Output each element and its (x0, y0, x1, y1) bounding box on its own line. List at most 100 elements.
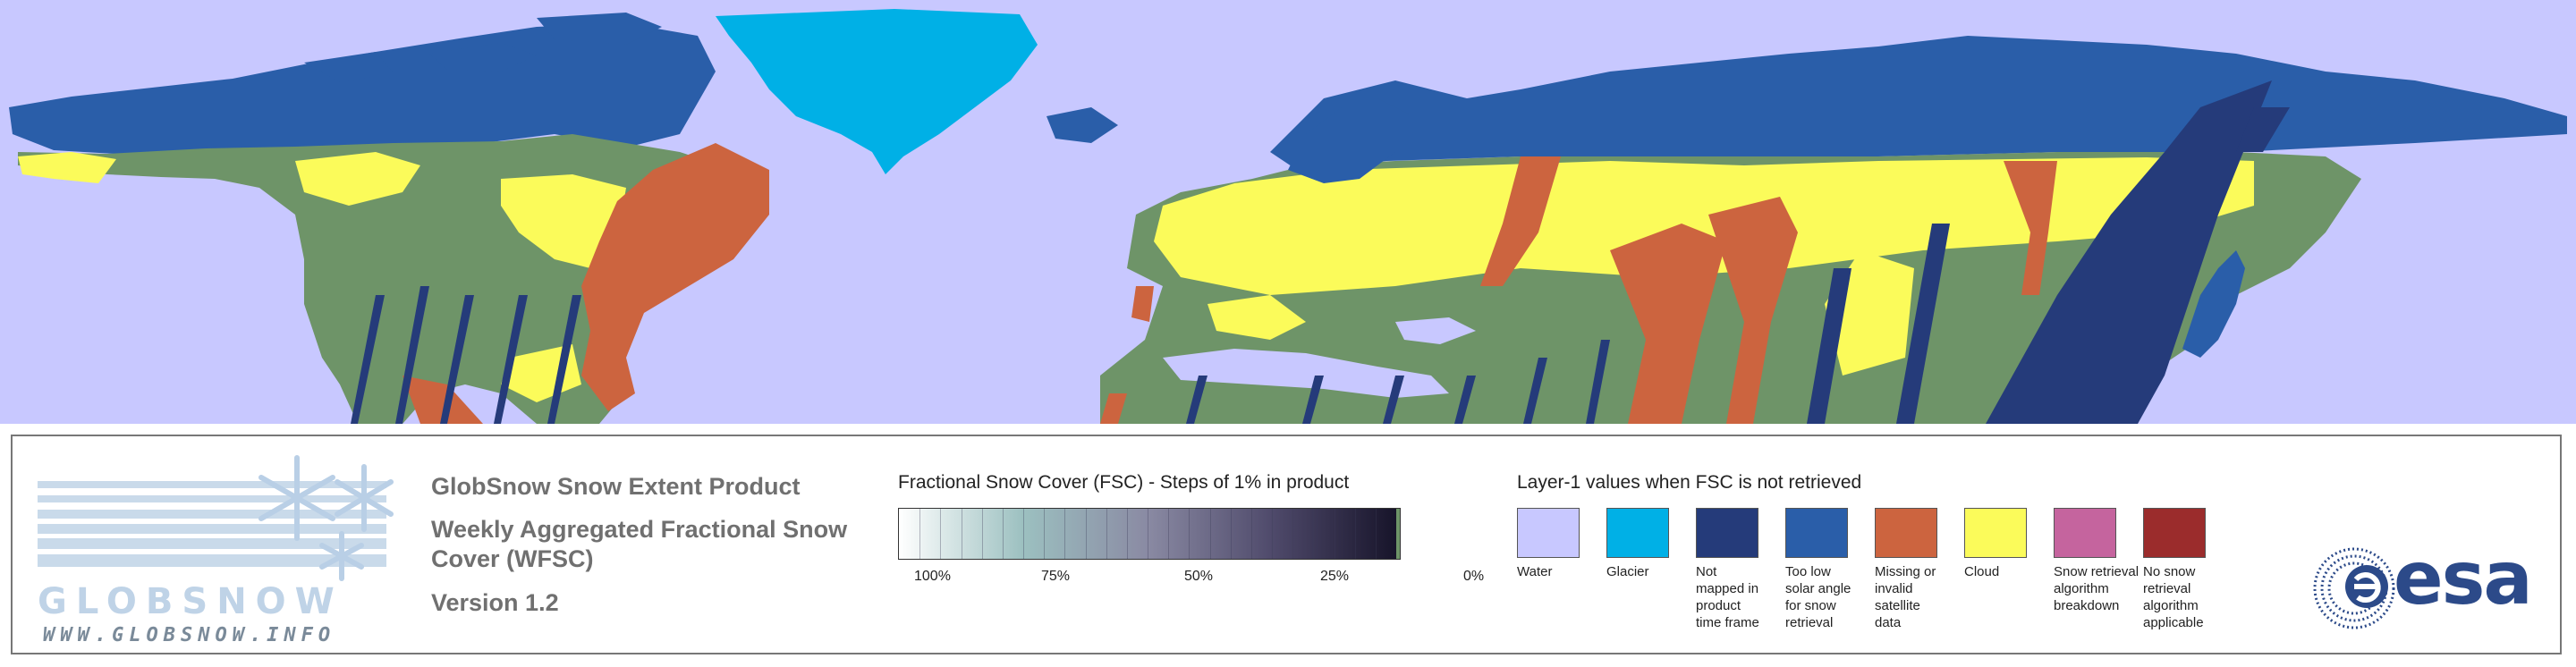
layer1-legend-item: No snow retrieval algorithm applicable (2143, 508, 2229, 631)
missing-data-swaths (1100, 156, 2057, 424)
layer1-legend-label-line: for snow (1785, 598, 1836, 613)
layer1-legend-label-line: Missing or (1875, 564, 1936, 579)
layer1-legend-label: Not mapped in product time frame (1696, 563, 1782, 631)
product-version: Version 1.2 (431, 589, 559, 616)
na-missing-mexico (402, 376, 483, 424)
na-cloud-west (18, 152, 116, 183)
fsc-step-line (1002, 509, 1004, 559)
fsc-step-line (919, 509, 921, 559)
layer1-legend-label-line: retrieval (2143, 581, 2191, 596)
esa-emblem-icon (2313, 547, 2395, 629)
layer1-legend-swatch (2054, 508, 2116, 558)
fsc-step-line (1250, 509, 1252, 559)
layer1-legend-label: Missing or invalid satellite data (1875, 563, 1961, 631)
fsc-tick-50: 50% (1184, 569, 1214, 584)
snow-cover-map (0, 0, 2576, 424)
fsc-color-bar (898, 508, 1401, 560)
not-mapped-swaths (351, 80, 2290, 424)
layer1-legend-label-line: Too low (1785, 564, 1831, 579)
fsc-step-line (1313, 509, 1315, 559)
globsnow-url: WWW.GLOBSNOW.INFO (43, 624, 336, 646)
fsc-tick-75: 75% (1041, 569, 1071, 584)
fsc-tick-25: 25% (1320, 569, 1350, 584)
globsnow-logo: GLOBSNOW WWW.GLOBSNOW.INFO (38, 449, 395, 646)
layer1-legend-label-line: breakdown (2054, 598, 2120, 613)
layer1-legend-label-line: Cloud (1964, 564, 2000, 579)
japan (2182, 250, 2245, 358)
fsc-step-line (1375, 509, 1377, 559)
mediterranean-sea (1163, 349, 1449, 398)
layer1-legend-item: Water (1517, 508, 1603, 580)
layer1-legend-item: Missing or invalid satellite data (1875, 508, 1961, 631)
layer1-legend-label-line: invalid satellite (1875, 581, 1920, 613)
fsc-gradient (899, 509, 1396, 559)
globsnow-stripes (38, 481, 386, 567)
esa-logo: esa (2308, 536, 2540, 633)
layer1-legend-swatch (1964, 508, 2027, 558)
layer1-legend-label-line: Not (1696, 564, 1717, 579)
layer1-legend-label-line: solar angle (1785, 581, 1852, 596)
fsc-tick-100: 100% (914, 569, 951, 584)
layer1-legend-label-line: data (1875, 615, 1902, 630)
layer1-legend-label-line: algorithm (2054, 581, 2109, 596)
layer1-legend-label-line: applicable (2143, 615, 2204, 630)
layer1-legend-label-line: Snow retrieval (2054, 564, 2140, 579)
layer1-legend-label-line: Water (1517, 564, 1553, 579)
fsc-legend-title: Fractional Snow Cover (FSC) - Steps of 1… (898, 472, 1350, 493)
layer1-legend-label-line: Glacier (1606, 564, 1649, 579)
na-cloud-central (295, 152, 420, 206)
layer1-legend-label-line: retrieval (1785, 615, 1834, 630)
layer1-legend-item: Not mapped in product time frame (1696, 508, 1782, 631)
snowflake-icon (258, 455, 394, 581)
layer1-legend-swatch (1785, 508, 1848, 558)
fsc-step-line (1209, 509, 1211, 559)
fsc-step-line (1292, 509, 1294, 559)
scandinavia (1288, 98, 1413, 183)
layer1-legend-label-line: product (1696, 598, 1741, 613)
layer1-legend-title: Layer-1 values when FSC is not retrieved (1517, 472, 1862, 493)
layer1-legend-swatch (1696, 508, 1758, 558)
north-america (9, 23, 769, 424)
layer1-legend-label-line: time frame (1696, 615, 1759, 630)
layer1-legend-item: Glacier (1606, 508, 1692, 580)
greenland (716, 9, 1038, 174)
fsc-step-line (1044, 509, 1046, 559)
fsc-step-line (1230, 509, 1232, 559)
eurasia-cloud-belt (1154, 157, 2254, 295)
fsc-tick-0: 0% (1463, 569, 1485, 584)
layer1-legend-label: Too low solar angle for snow retrieval (1785, 563, 1871, 631)
fsc-step-line (1023, 509, 1024, 559)
layer1-legend-label: Snow retrieval algorithm breakdown (2054, 563, 2140, 614)
layer1-legend-label-line: mapped in (1696, 581, 1759, 596)
layer1-legend-swatch (2143, 508, 2206, 558)
layer1-legend-label: Glacier (1606, 563, 1692, 580)
globsnow-wordmark: GLOBSNOW (38, 581, 343, 622)
arctic-archipelago (304, 13, 662, 82)
fsc-step-line (1064, 509, 1066, 559)
fsc-zero-swatch (1396, 509, 1400, 559)
fsc-ticks: 100% 75% 50% 25% 0% (898, 569, 1488, 587)
layer1-legend-item: Too low solar angle for snow retrieval (1785, 508, 1871, 631)
na-cloud-hudson (501, 174, 626, 268)
fsc-step-line (1106, 509, 1107, 559)
product-subtitle-line2: Cover (WFSC) (431, 545, 594, 572)
fsc-step-line (1354, 509, 1356, 559)
layer1-legend-label: Cloud (1964, 563, 2050, 580)
layer1-legend-swatch (1517, 508, 1580, 558)
layer1-legend-swatch (1875, 508, 1937, 558)
product-subtitle-line1: Weekly Aggregated Fractional Snow (431, 516, 848, 543)
na-low-sun-region (9, 23, 716, 156)
layer1-legend-label-line: No snow (2143, 564, 2196, 579)
esa-wordmark: esa (2394, 536, 2533, 621)
eurasia-cloud-south (1208, 295, 1306, 340)
layer1-legend-label: Water (1517, 563, 1603, 580)
na-missing-east (581, 143, 769, 411)
fsc-step-line (940, 509, 942, 559)
fsc-step-line (1085, 509, 1087, 559)
layer1-legend-item: Cloud (1964, 508, 2050, 580)
layer1-legend-label: No snow retrieval algorithm applicable (2143, 563, 2229, 631)
fsc-step-line (1168, 509, 1170, 559)
fsc-step-line (1272, 509, 1273, 559)
layer1-legend-items: Water Glacier Not mapped in product time fram… (1517, 508, 2233, 642)
fsc-step-line (981, 509, 983, 559)
